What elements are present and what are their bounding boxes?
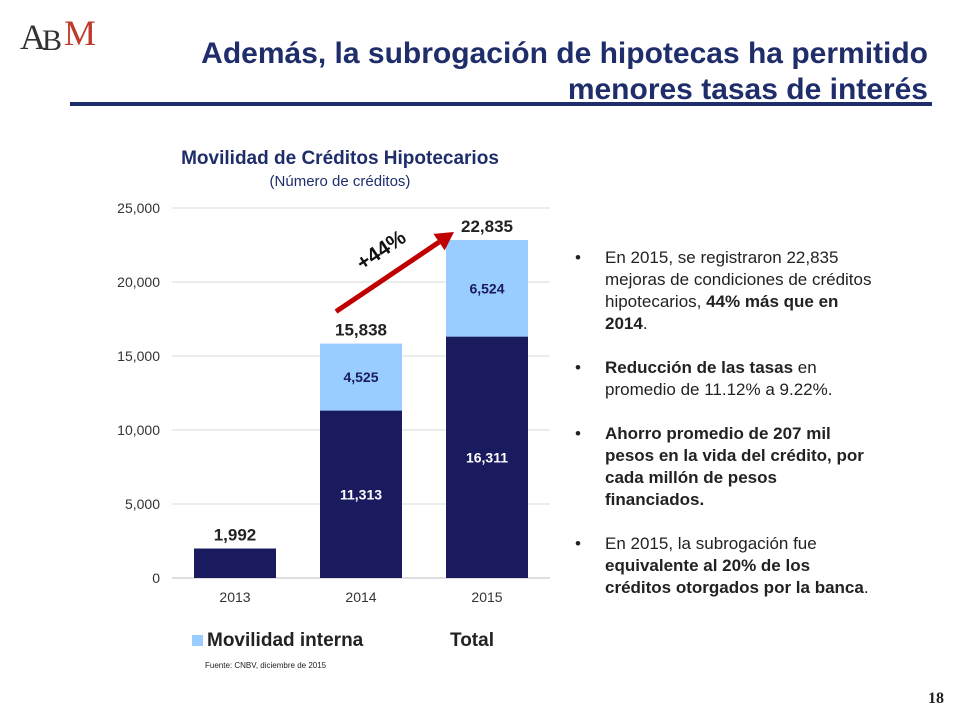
y-tick-label: 5,000 (125, 496, 160, 512)
chart-source: Fuente: CNBV, diciembre de 2015 (205, 661, 327, 670)
logo-letter-a: A (20, 17, 46, 57)
title-underline (70, 102, 932, 106)
chart-legend-total: Total (450, 630, 494, 651)
growth-arrow-head (433, 232, 454, 251)
logo-letter-m: M (64, 13, 97, 53)
total-label: 15,838 (335, 321, 387, 340)
segment-label: 4,525 (343, 369, 378, 385)
segment-label: 16,311 (466, 449, 508, 465)
slide-title-line2: menores tasas de interés (567, 73, 928, 106)
page-number: 18 (928, 690, 944, 707)
y-tick-label: 0 (152, 570, 160, 586)
bar-segment (446, 336, 528, 578)
legend-swatch-interna (192, 635, 203, 646)
chart-subtitle: (Número de créditos) (269, 173, 411, 190)
x-tick-label: 2014 (345, 589, 376, 605)
y-tick-label: 10,000 (117, 422, 160, 438)
logo-letter-b: B (42, 24, 63, 57)
x-tick-label: 2013 (219, 589, 250, 605)
slide-title: Además, la subrogación de hipotecas ha p… (168, 36, 928, 108)
total-label: 1,992 (214, 526, 257, 545)
y-tick-label: 25,000 (117, 200, 160, 216)
bullet-item: En 2015, la subrogación fue equivalente … (575, 533, 875, 599)
bar-segment (320, 343, 402, 411)
bar-segment (194, 548, 276, 578)
segment-label: 6,524 (469, 280, 504, 296)
bar-segment (446, 240, 528, 337)
bullet-item: En 2015, se registraron 22,835 mejoras d… (575, 247, 875, 335)
abm-logo: A B M (20, 10, 100, 57)
y-tick-label: 20,000 (117, 274, 160, 290)
y-tick-label: 15,000 (117, 348, 160, 364)
segment-label: 11,313 (340, 486, 382, 502)
chart-title: Movilidad de Créditos Hipotecarios (181, 148, 499, 169)
legend-label-interna: Movilidad interna (207, 630, 364, 651)
slide-title-line1: Además, la subrogación de hipotecas ha p… (201, 37, 928, 70)
stacked-bar-chart: 0 5,000 10,000 15,000 20,000 25,000 1,992 2013 1… (117, 200, 550, 605)
bullet-list: En 2015, se registraron 22,835 mejoras d… (575, 247, 875, 621)
x-tick-label: 2015 (471, 589, 502, 605)
bullet-item: Ahorro promedio de 207 mil pesos en la v… (575, 423, 875, 511)
bullet-item: Reducción de las tasas en promedio de 11… (575, 357, 875, 401)
bar-segment (320, 410, 402, 578)
total-label: 22,835 (461, 217, 513, 236)
chart-legend-interna: Movilidad interna (192, 630, 363, 652)
growth-arrow-shaft (334, 240, 441, 314)
